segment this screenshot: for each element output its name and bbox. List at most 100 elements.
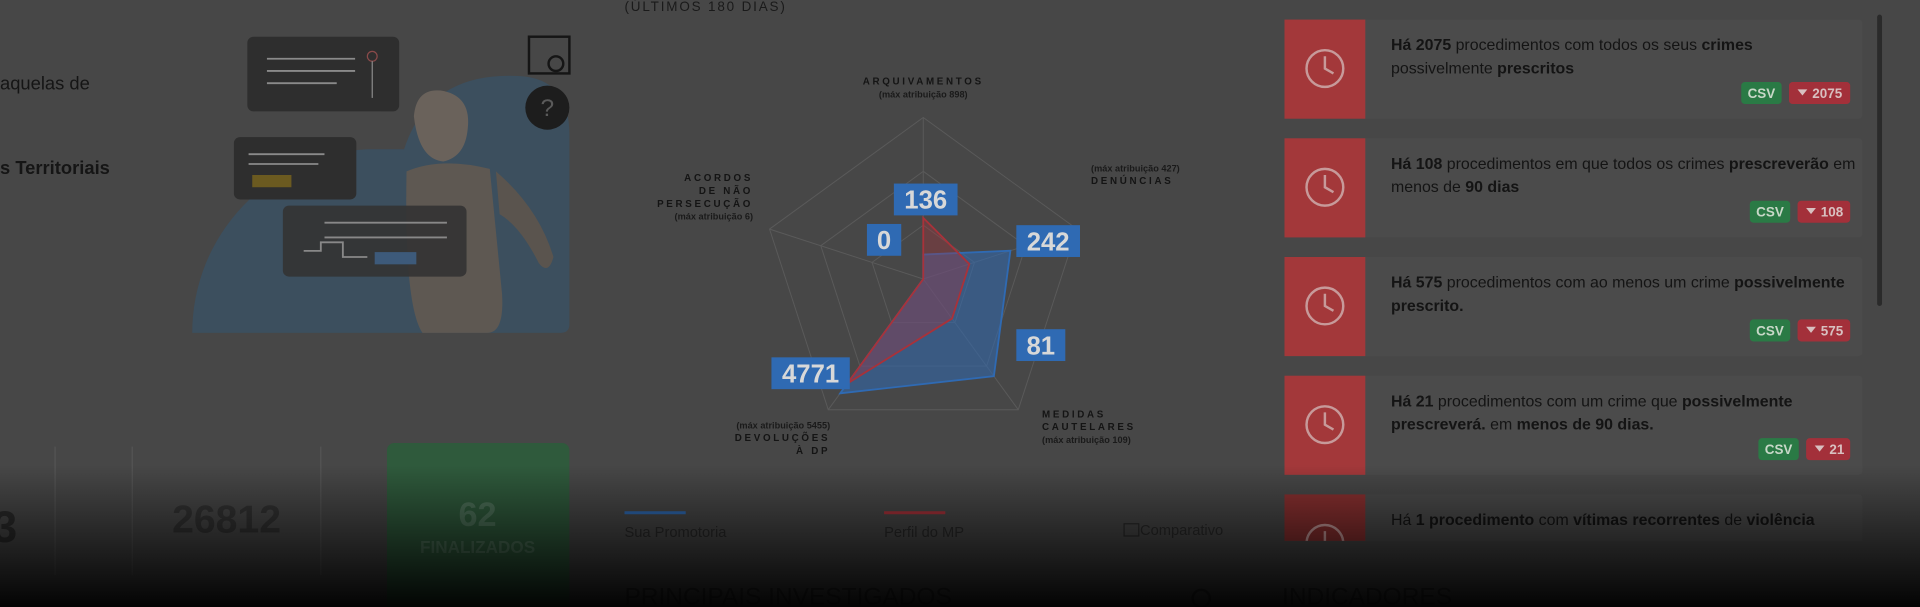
card-bg [1284, 256, 1863, 357]
count-label: 21 [1829, 442, 1844, 457]
value-label: 81 [1027, 332, 1056, 360]
clock-hands [1323, 412, 1335, 431]
down-arrow [1814, 445, 1825, 452]
text-run: procedimentos com um crime que [1433, 393, 1681, 410]
value-label: 0 [877, 227, 891, 255]
axis-max-label: (máx atribuição 109) [1042, 435, 1131, 445]
count-label: 575 [1821, 323, 1844, 338]
csv-button[interactable] [1749, 319, 1791, 342]
card-text: Há 2075 procedimentos com todos os seus … [1391, 37, 1753, 54]
csv-label[interactable]: CSV [1756, 205, 1784, 220]
intro-bold: s Territoriais [0, 157, 110, 178]
axis-label: ACORDOS [684, 173, 753, 184]
down-arrow [1806, 326, 1816, 333]
value-label: 242 [1027, 228, 1070, 256]
text-run: possivelmente [1734, 275, 1845, 292]
axis-label: DEVOLUÇÕES [735, 433, 830, 444]
csv-label[interactable]: CSV [1756, 323, 1784, 338]
text-run: procedimentos com todos os seus [1451, 37, 1701, 54]
value-label: 4771 [782, 360, 839, 388]
text-run: prescreverão [1729, 156, 1829, 173]
clock-hands [1323, 293, 1335, 312]
clock-hands [1323, 175, 1335, 194]
alert-card: Há 575 procedimentos com ao menos um cri… [1284, 256, 1863, 357]
csv-button[interactable] [1749, 200, 1791, 223]
text-run: Há 108 [1391, 156, 1442, 173]
radar-chart: ARQUIVAMENTOS (máx atribuição 898) (máx at… [657, 76, 1180, 457]
period-label: (ÚLTIMOS 180 DIAS) [624, 0, 786, 14]
clock-icon [1305, 286, 1345, 326]
svg-text:?: ? [541, 95, 555, 122]
intro-text: aquelas de [0, 72, 90, 93]
axis-label: À DP [796, 446, 830, 457]
bottom-fade [0, 465, 1920, 607]
card-text: Há 108 procedimentos em que todos os cri… [1391, 156, 1855, 173]
axis-label: DENÚNCIAS [1091, 175, 1173, 187]
count-badge[interactable] [1797, 200, 1851, 223]
text-run: possivelmente [1391, 60, 1497, 77]
axis-max-label: (máx atribuição 5455) [736, 420, 830, 430]
text-run: prescreverá. [1391, 417, 1486, 434]
count-badge[interactable] [1806, 438, 1851, 461]
axis-label: MEDIDAS [1042, 409, 1106, 420]
radar-ring [768, 116, 1078, 411]
axis-max-label: (máx atribuição 898) [879, 89, 968, 99]
value-box [771, 357, 850, 390]
axis-label: DE NÃO [699, 186, 753, 197]
csv-label[interactable]: CSV [1765, 442, 1793, 457]
card-text: Há 21 procedimentos com um crime que pos… [1391, 393, 1793, 410]
value-box [893, 183, 958, 216]
card-text: menos de 90 dias [1391, 179, 1519, 196]
count-badge[interactable] [1797, 319, 1851, 342]
axis-max-label: (máx atribuição 6) [675, 212, 754, 222]
card-text: Há 575 procedimentos com ao menos um cri… [1391, 275, 1845, 292]
value-box [866, 223, 902, 256]
clock-icon [1305, 405, 1345, 445]
axis-label: ARQUIVAMENTOS [863, 76, 984, 87]
count-label: 2075 [1812, 86, 1842, 101]
value-box [1016, 329, 1066, 362]
text-run: 90 dias [1465, 179, 1519, 196]
card-text: possivelmente prescritos [1391, 60, 1574, 77]
text-run: crimes [1701, 37, 1752, 54]
text-run: menos de [1391, 179, 1465, 196]
card-text: prescrito. [1391, 298, 1464, 315]
card-bg [1284, 375, 1863, 475]
scrollbar[interactable] [1877, 14, 1883, 306]
value-label: 136 [904, 187, 947, 215]
card-bg [1284, 138, 1863, 238]
csv-label[interactable]: CSV [1748, 86, 1776, 101]
radar-spoke [769, 228, 924, 280]
value-box [1016, 225, 1080, 257]
text-run: em [1486, 417, 1517, 434]
axis-label: PERSECUÇÃO [657, 199, 753, 210]
text-run: procedimentos com ao menos um crime [1442, 275, 1734, 292]
csv-button[interactable] [1741, 81, 1782, 105]
text-run: menos de 90 dias. [1517, 417, 1654, 434]
clock-icon [1305, 167, 1345, 207]
text-run: Há 2075 [1391, 37, 1451, 54]
clock-hands [1323, 56, 1335, 75]
csv-button[interactable] [1758, 438, 1799, 461]
alert-list: Há 2075 procedimentos com todos os seus … [1284, 19, 1863, 541]
text-run: possivelmente [1682, 393, 1793, 410]
text-run: prescrito. [1391, 298, 1464, 315]
text-run: Há 21 [1391, 393, 1434, 410]
text-run: Há 575 [1391, 275, 1442, 292]
text-run: em [1829, 156, 1856, 173]
card-text: prescreverá. em menos de 90 dias. [1391, 417, 1654, 434]
radar-area [846, 215, 971, 385]
alert-card: Há 108 procedimentos em que todos os cri… [1284, 138, 1863, 238]
alert-card: Há 21 procedimentos com um crime que pos… [1284, 375, 1863, 475]
text-run: procedimentos em que todos os crimes [1442, 156, 1729, 173]
down-arrow [1806, 208, 1816, 215]
axis-label: CAUTELARES [1042, 422, 1136, 433]
alert-card: Há 2075 procedimentos com todos os seus … [1284, 19, 1863, 119]
clock-icon [1305, 48, 1345, 89]
count-label: 108 [1821, 205, 1844, 220]
illustration: ? [192, 35, 571, 333]
down-arrow [1797, 89, 1808, 96]
axis-max-label: (máx atribuição 427) [1091, 163, 1180, 173]
count-badge[interactable] [1788, 81, 1851, 105]
